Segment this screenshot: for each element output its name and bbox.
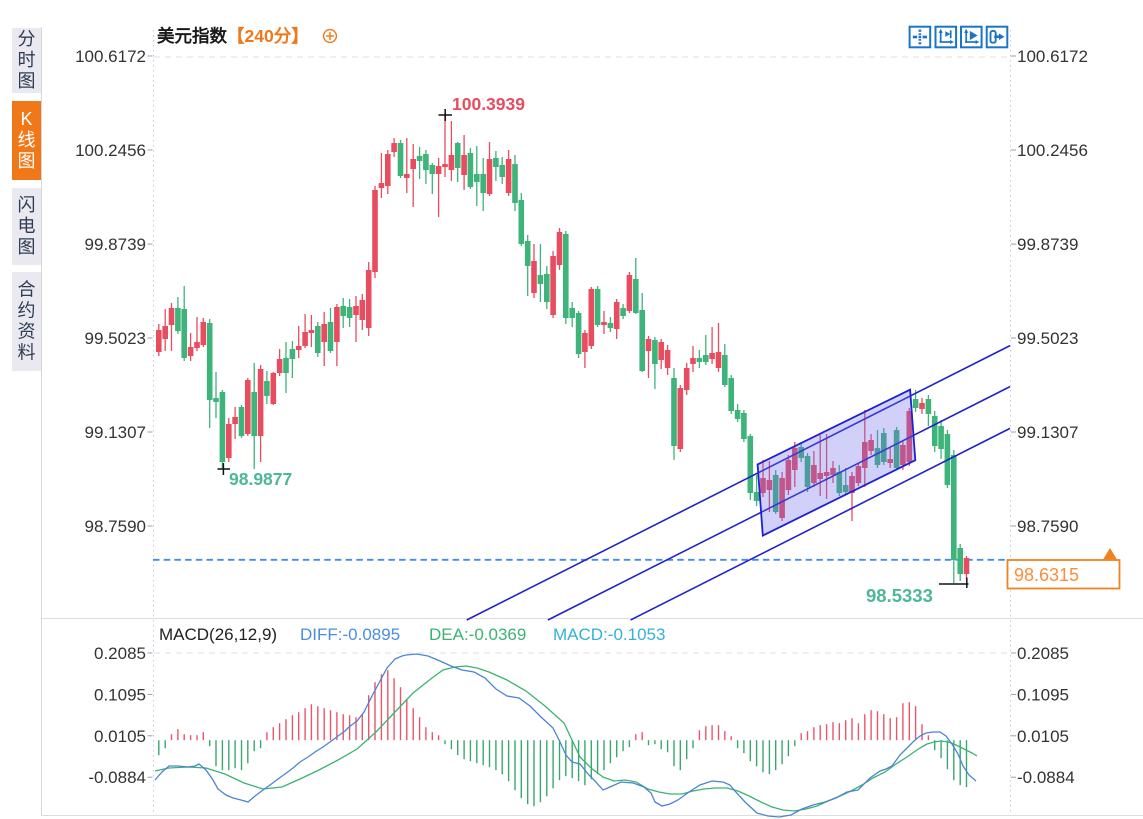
svg-text:100.3939: 100.3939 (452, 94, 525, 114)
svg-text:100.2456: 100.2456 (1017, 141, 1088, 160)
svg-text:-0.0884: -0.0884 (88, 768, 146, 787)
svg-text:分: 分 (18, 29, 36, 49)
svg-text:99.8739: 99.8739 (1017, 235, 1078, 254)
svg-text:98.7590: 98.7590 (85, 517, 146, 536)
svg-text:图: 图 (18, 71, 36, 91)
svg-text:100.6172: 100.6172 (1017, 47, 1088, 66)
svg-text:98.9877: 98.9877 (229, 469, 292, 489)
svg-text:电: 电 (18, 216, 36, 236)
svg-text:99.5023: 99.5023 (85, 329, 146, 348)
svg-text:0.0105: 0.0105 (94, 727, 146, 746)
svg-text:100.2456: 100.2456 (75, 141, 146, 160)
svg-text:0.2085: 0.2085 (94, 644, 146, 663)
svg-text:0.1095: 0.1095 (1017, 685, 1069, 704)
svg-text:98.5333: 98.5333 (866, 585, 933, 606)
svg-text:美元指数【240分】: 美元指数【240分】 (157, 26, 309, 46)
svg-text:合: 合 (18, 280, 36, 300)
svg-text:99.8739: 99.8739 (85, 235, 146, 254)
svg-text:99.1307: 99.1307 (1017, 423, 1078, 442)
svg-text:98.7590: 98.7590 (1017, 517, 1078, 536)
svg-text:0.1095: 0.1095 (94, 685, 146, 704)
svg-text:图: 图 (18, 237, 36, 257)
svg-text:闪: 闪 (18, 195, 36, 215)
svg-text:0.0105: 0.0105 (1017, 727, 1069, 746)
svg-text:0.2085: 0.2085 (1017, 644, 1069, 663)
svg-text:K: K (20, 109, 32, 129)
svg-text:100.6172: 100.6172 (75, 47, 146, 66)
svg-text:图: 图 (18, 151, 36, 171)
svg-text:约: 约 (18, 301, 36, 321)
svg-text:时: 时 (18, 50, 36, 70)
svg-text:-0.0884: -0.0884 (1017, 768, 1075, 787)
svg-text:99.1307: 99.1307 (85, 423, 146, 442)
svg-text:98.6315: 98.6315 (1014, 565, 1079, 585)
svg-text:料: 料 (18, 343, 36, 363)
svg-text:资: 资 (18, 322, 36, 342)
svg-text:线: 线 (18, 130, 36, 150)
svg-text:99.5023: 99.5023 (1017, 329, 1078, 348)
